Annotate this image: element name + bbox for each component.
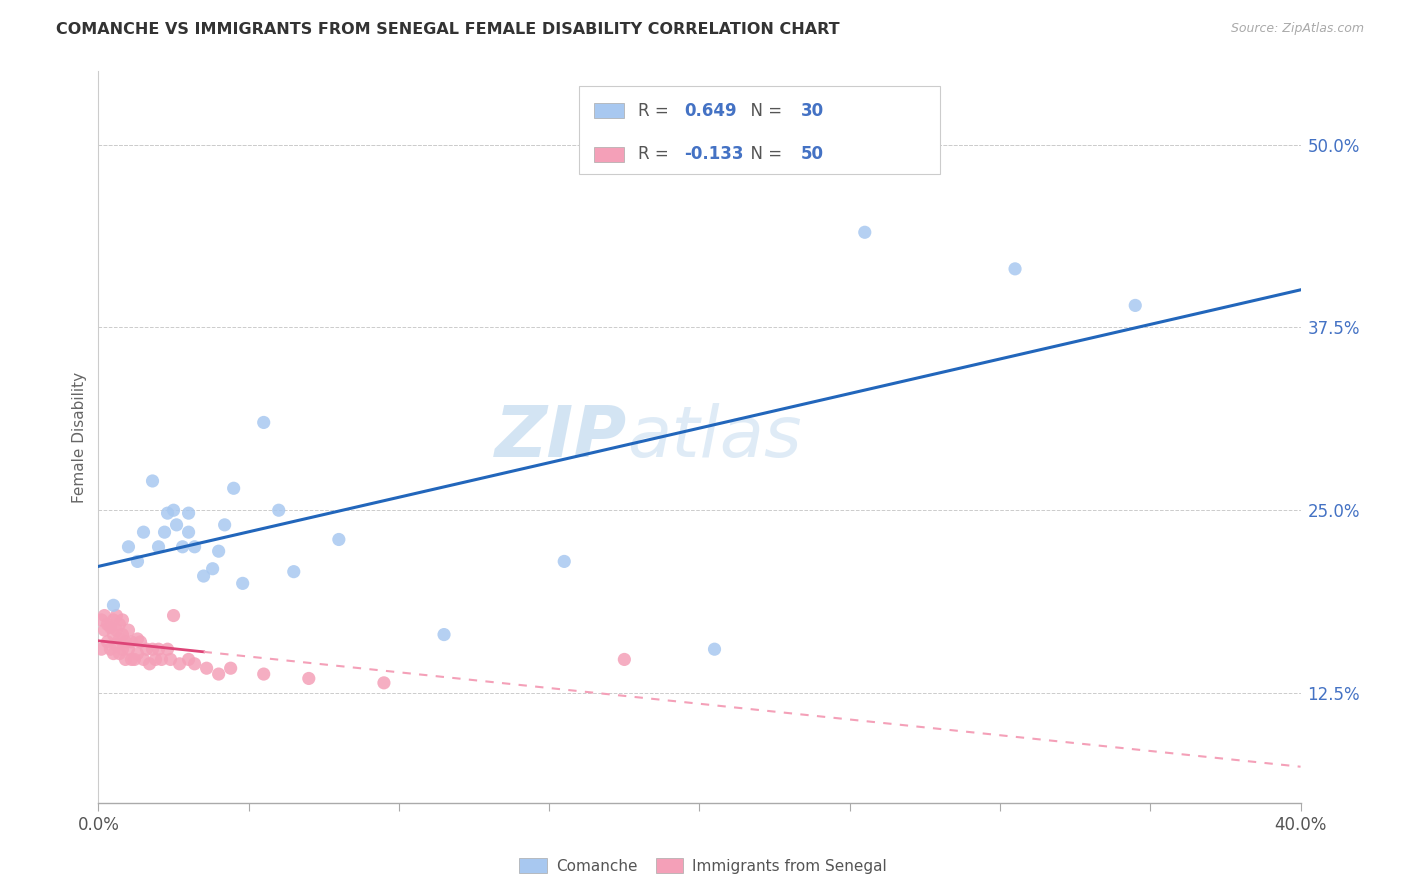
FancyBboxPatch shape [593, 147, 624, 161]
Text: 50: 50 [800, 145, 824, 163]
Point [141, 474, 163, 488]
Point [108, 617, 131, 632]
Point [129, 635, 152, 649]
Point [172, 540, 194, 554]
Text: 0.649: 0.649 [683, 102, 737, 120]
Point [267, 503, 290, 517]
Point [127, 554, 149, 568]
Point [96, 617, 118, 632]
Point [193, 569, 215, 583]
Point [145, 652, 167, 666]
Legend: Comanche, Immigrants from Senegal: Comanche, Immigrants from Senegal [513, 852, 893, 880]
Point [108, 632, 131, 646]
Point [183, 657, 205, 671]
Point [1004, 261, 1026, 276]
Point [96, 635, 118, 649]
Point [703, 642, 725, 657]
Point [177, 652, 200, 666]
Y-axis label: Female Disability: Female Disability [72, 371, 87, 503]
Point [373, 676, 395, 690]
Text: -0.133: -0.133 [683, 145, 744, 163]
Point [177, 525, 200, 540]
Point [135, 642, 157, 657]
Text: N =: N = [741, 145, 787, 163]
Point [553, 554, 575, 568]
Text: Source: ZipAtlas.com: Source: ZipAtlas.com [1230, 22, 1364, 36]
Point [103, 613, 125, 627]
Point [100, 620, 122, 634]
Point [159, 652, 181, 666]
Point [117, 623, 139, 637]
Point [298, 672, 321, 686]
Point [283, 565, 305, 579]
Point [103, 599, 125, 613]
Point [121, 652, 143, 666]
Point [121, 635, 143, 649]
Point [108, 647, 131, 661]
Point [150, 652, 173, 666]
Point [105, 638, 128, 652]
Point [132, 525, 155, 540]
FancyBboxPatch shape [579, 86, 939, 174]
Point [111, 642, 134, 657]
Point [433, 627, 456, 641]
Text: COMANCHE VS IMMIGRANTS FROM SENEGAL FEMALE DISABILITY CORRELATION CHART: COMANCHE VS IMMIGRANTS FROM SENEGAL FEMA… [56, 22, 839, 37]
Point [162, 608, 184, 623]
Point [124, 652, 146, 666]
Point [214, 517, 236, 532]
Point [156, 506, 179, 520]
Point [105, 623, 128, 637]
Point [153, 525, 176, 540]
Point [169, 657, 191, 671]
Point [195, 661, 218, 675]
Point [100, 642, 122, 657]
Point [111, 613, 134, 627]
Point [114, 652, 136, 666]
Point [613, 652, 636, 666]
Point [127, 647, 149, 661]
Point [114, 635, 136, 649]
Point [117, 642, 139, 657]
Text: ZIP: ZIP [495, 402, 627, 472]
Point [201, 562, 224, 576]
Point [253, 667, 276, 681]
FancyBboxPatch shape [593, 103, 624, 118]
Point [253, 416, 276, 430]
Point [103, 627, 125, 641]
Point [105, 608, 128, 623]
Point [328, 533, 350, 547]
Point [127, 632, 149, 646]
Point [93, 608, 115, 623]
Point [162, 503, 184, 517]
Point [138, 657, 160, 671]
Text: atlas: atlas [627, 402, 801, 472]
Text: R =: R = [638, 102, 673, 120]
Point [208, 667, 231, 681]
Point [148, 642, 170, 657]
Point [232, 576, 254, 591]
Point [90, 613, 112, 627]
Point [141, 642, 163, 657]
Point [177, 506, 200, 520]
Point [183, 540, 205, 554]
Point [156, 642, 179, 657]
Point [853, 225, 876, 239]
Point [117, 540, 139, 554]
Point [132, 652, 155, 666]
Point [1123, 298, 1146, 312]
Point [208, 544, 231, 558]
Point [222, 481, 245, 495]
Point [93, 623, 115, 637]
Point [166, 517, 188, 532]
Text: R =: R = [638, 145, 673, 163]
Point [219, 661, 242, 675]
Text: N =: N = [741, 102, 787, 120]
Text: 30: 30 [800, 102, 824, 120]
Point [103, 647, 125, 661]
Point [148, 540, 170, 554]
Point [90, 642, 112, 657]
Point [111, 627, 134, 641]
